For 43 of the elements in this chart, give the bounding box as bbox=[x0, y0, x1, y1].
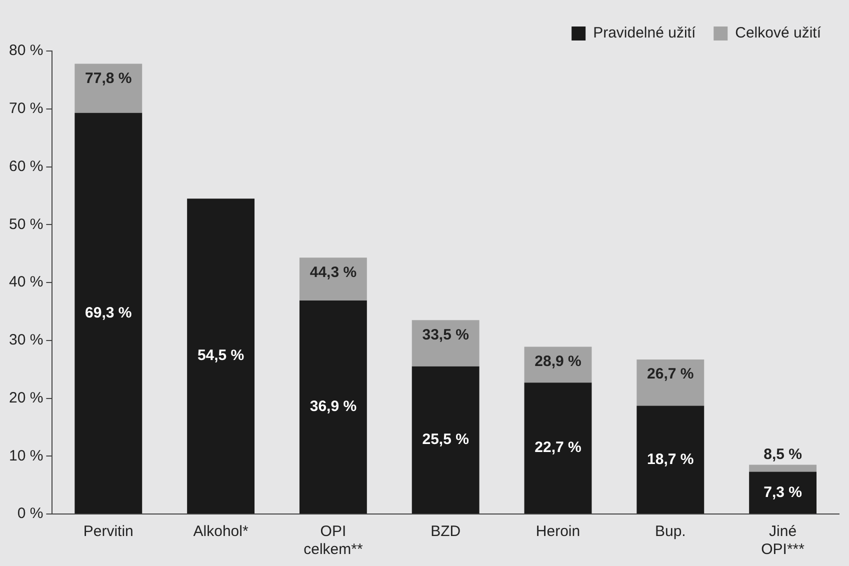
bar bbox=[74, 64, 142, 113]
bar bbox=[524, 382, 592, 514]
data-label: 22,7 % bbox=[534, 439, 582, 456]
data-label: 18,7 % bbox=[647, 450, 694, 468]
data-label: 69,3 % bbox=[85, 304, 132, 322]
x-tick-label: Bup. bbox=[654, 523, 686, 540]
y-tick-label: 30 % bbox=[8, 332, 44, 349]
total-label: 26,7 % bbox=[647, 366, 694, 383]
y-tick-label: 70 % bbox=[8, 100, 44, 118]
x-tick-label: Alkohol* bbox=[193, 523, 248, 540]
data-label: 36,9 % bbox=[310, 398, 357, 416]
y-tick-label: 40 % bbox=[8, 274, 44, 291]
bar bbox=[412, 366, 480, 514]
total-label: 33,5 % bbox=[422, 326, 469, 344]
data-label: 25,5 % bbox=[422, 431, 469, 448]
bar bbox=[636, 359, 704, 406]
total-label: 8,5 % bbox=[764, 446, 802, 463]
data-label: 54,5 % bbox=[197, 347, 244, 364]
x-tick-label: OPI celkem** bbox=[304, 523, 363, 558]
x-tick-label: BZD bbox=[430, 523, 461, 540]
y-tick-label: 80 % bbox=[8, 42, 44, 60]
y-tick-label: 10 % bbox=[8, 447, 44, 464]
x-tick-label: Heroin bbox=[536, 523, 580, 540]
data-label: 7,3 % bbox=[764, 484, 802, 501]
bar bbox=[299, 258, 367, 300]
total-label: 44,3 % bbox=[310, 264, 357, 281]
bar bbox=[187, 198, 255, 514]
bar bbox=[636, 406, 704, 514]
legend-label: Celkové užití bbox=[735, 24, 822, 42]
y-tick-label: 50 % bbox=[8, 216, 44, 233]
bar bbox=[412, 320, 480, 366]
y-tick-label: 0 % bbox=[17, 505, 44, 522]
x-tick-label: Pervitin bbox=[83, 523, 134, 540]
bar bbox=[74, 112, 142, 514]
legend-label: Pravidelné užití bbox=[593, 24, 696, 42]
y-tick-label: 60 % bbox=[8, 158, 44, 175]
bar bbox=[749, 472, 817, 514]
bar bbox=[299, 300, 367, 514]
total-label: 28,9 % bbox=[534, 352, 582, 370]
total-label: 77,8 % bbox=[85, 70, 132, 87]
y-tick-label: 20 % bbox=[8, 389, 44, 406]
x-tick-label: Jiné OPI*** bbox=[761, 523, 805, 558]
bar bbox=[749, 464, 817, 472]
